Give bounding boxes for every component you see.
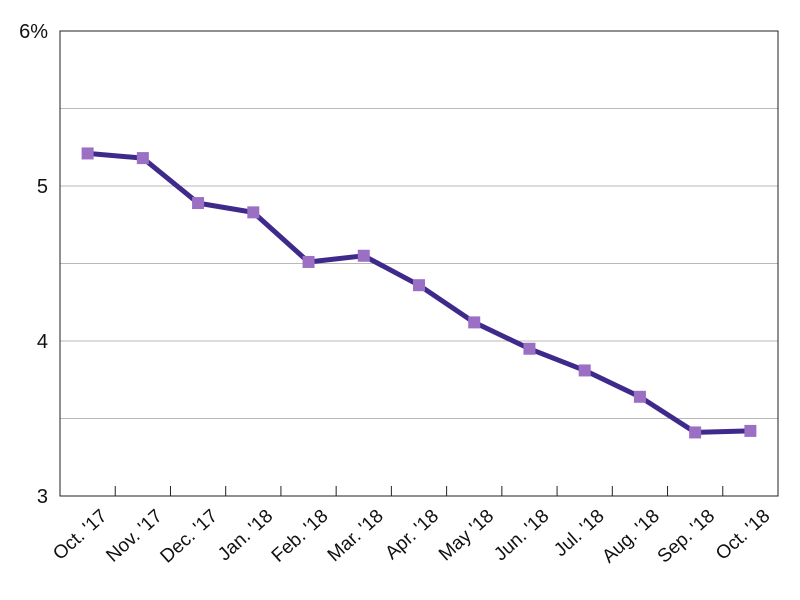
data-point-marker [523, 342, 536, 355]
data-point-marker [413, 279, 425, 292]
x-tick-label: Aug. '18 [598, 506, 663, 568]
x-axis-ticks [114, 486, 724, 496]
y-tick-label: 5 [37, 176, 48, 198]
x-tick-label: Oct. '18 [712, 506, 774, 565]
y-tick-label: 3 [37, 486, 48, 508]
data-point-marker [81, 147, 94, 160]
data-point-markers [81, 147, 757, 439]
data-point-marker [633, 390, 646, 403]
x-tick-label: Feb. '18 [268, 506, 333, 567]
data-point-marker [744, 424, 757, 437]
x-tick-label: Jan. '18 [214, 506, 277, 566]
data-point-marker [689, 426, 702, 439]
x-tick-label: Dec. '17 [157, 506, 222, 568]
data-point-marker [136, 152, 149, 165]
x-tick-label: Apr. '18 [381, 506, 442, 564]
y-tick-label: 6% [19, 21, 48, 43]
data-point-marker [468, 316, 481, 329]
x-tick-label: Sep. '18 [654, 506, 719, 568]
x-tick-label: Mar. '18 [324, 506, 388, 566]
x-tick-label: Jun. '18 [490, 506, 553, 566]
x-tick-label: Nov. '17 [102, 506, 166, 567]
plot-area-frame [59, 30, 779, 497]
data-point-marker [578, 364, 591, 377]
data-point-marker [357, 249, 370, 262]
y-tick-label: 4 [37, 331, 48, 353]
series-line [87, 150, 751, 435]
x-tick-label: Oct. '17 [49, 506, 111, 565]
y-axis-tick-labels: 3 4 5 6% [19, 21, 48, 508]
data-point-marker [192, 197, 205, 210]
data-point-marker [247, 206, 260, 219]
x-tick-label: May '18 [435, 506, 498, 566]
data-point-marker [302, 255, 315, 268]
gridlines [60, 108, 778, 419]
